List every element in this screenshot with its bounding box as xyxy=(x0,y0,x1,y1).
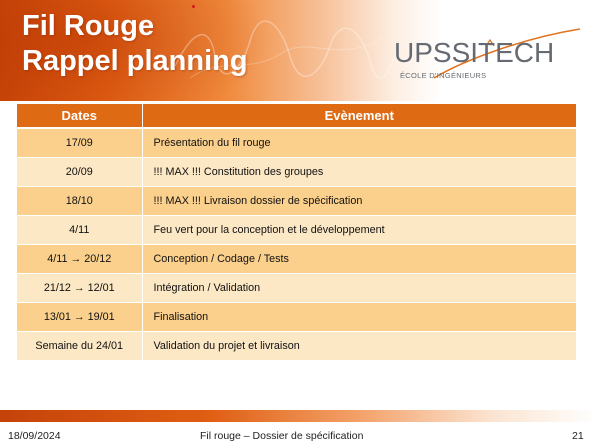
table-row: 21/12 → 12/01 Intégration / Validation xyxy=(17,273,576,303)
row-date: 4/11 → 20/12 xyxy=(17,244,142,274)
row-event: Feu vert pour la conception et le dévelo… xyxy=(141,215,576,245)
row-event: Validation du projet et livraison xyxy=(141,331,576,361)
title-line-1: Fil Rouge xyxy=(22,10,155,42)
table-row: 4/11 → 20/12 Conception / Codage / Tests xyxy=(17,244,576,274)
title-line-2: Rappel planning xyxy=(22,45,248,77)
table-row: 13/01 → 19/01 Finalisation xyxy=(17,302,576,332)
logo-swoosh-icon xyxy=(433,28,581,79)
planning-table: Dates Evènement 17/09 Présentation du fi… xyxy=(17,104,576,361)
table-row: 20/09 !!! MAX !!! Constitution des group… xyxy=(17,157,576,187)
row-date: 13/01 → 19/01 xyxy=(17,302,142,332)
table-row: 4/11 Feu vert pour la conception et le d… xyxy=(17,215,576,245)
row-event: !!! MAX !!! Constitution des groupes xyxy=(141,157,576,187)
table-header-row: Dates Evènement xyxy=(17,104,576,129)
table-row: 18/10 !!! MAX !!! Livraison dossier de s… xyxy=(17,186,576,216)
upssitech-logo: UPSSITECH ÉCOLE D'INGÉNIEURS xyxy=(394,28,584,92)
logo-wordmark: UPSSITECH xyxy=(394,37,555,68)
header-dates: Dates xyxy=(17,104,142,129)
page-number: 21 xyxy=(572,430,584,442)
row-date: 21/12 → 12/01 xyxy=(17,273,142,303)
table-row: Semaine du 24/01 Validation du projet et… xyxy=(17,331,576,361)
logo-subtitle: ÉCOLE D'INGÉNIEURS xyxy=(400,71,487,80)
row-event: Finalisation xyxy=(141,302,576,332)
row-date: 18/10 xyxy=(17,186,142,216)
footer-date: 18/09/2024 xyxy=(8,430,61,442)
row-event: Conception / Codage / Tests xyxy=(141,244,576,274)
row-date: Semaine du 24/01 xyxy=(17,331,142,361)
row-event: !!! MAX !!! Livraison dossier de spécifi… xyxy=(141,186,576,216)
page-title: Fil Rouge Rappel planning xyxy=(22,9,248,79)
row-date: 17/09 xyxy=(17,128,142,158)
row-date: 4/11 xyxy=(17,215,142,245)
row-event: Présentation du fil rouge xyxy=(141,128,576,158)
table-row: 17/09 Présentation du fil rouge xyxy=(17,128,576,158)
header-evenement: Evènement xyxy=(141,104,576,129)
row-event: Intégration / Validation xyxy=(141,273,576,303)
footer-bar xyxy=(0,410,597,422)
footer-title: Fil rouge – Dossier de spécification xyxy=(200,430,364,442)
script-watermark-graphic xyxy=(174,20,399,79)
red-dot xyxy=(192,5,195,8)
row-date: 20/09 xyxy=(17,157,142,187)
